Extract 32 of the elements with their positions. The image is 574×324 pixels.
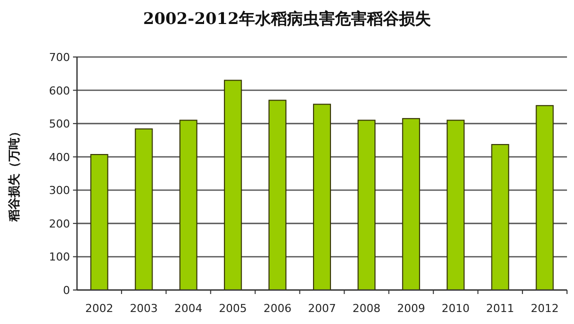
bar: [446, 120, 465, 290]
x-tick-label: 2007: [308, 302, 336, 315]
bar: [268, 100, 286, 290]
y-tick-label: 100: [49, 250, 70, 264]
bar: [313, 104, 331, 290]
bar: [179, 120, 198, 290]
bar: [358, 120, 376, 290]
y-tick-label: 0: [63, 284, 70, 297]
y-tick-label: 200: [49, 217, 70, 230]
y-tick-label: 300: [49, 184, 70, 198]
x-tick-label: 2005: [218, 302, 247, 315]
bar: [536, 105, 554, 290]
bar: [491, 144, 510, 290]
x-tick-label: 2012: [530, 302, 559, 315]
bar: [134, 128, 153, 290]
y-tick-label: 600: [49, 84, 70, 98]
bar: [402, 118, 420, 290]
y-axis-title: 稻谷损失（万吨）: [7, 126, 21, 222]
chart-title: 2002-2012年水稻病虫害危害稻谷损失: [143, 9, 431, 28]
bar: [90, 154, 108, 290]
x-tick-label: 2008: [352, 302, 381, 315]
x-tick-label: 2002: [85, 302, 114, 315]
y-tick-label: 500: [49, 118, 70, 131]
x-tick-label: 2011: [486, 302, 514, 315]
x-tick-label: 2004: [174, 302, 202, 315]
y-tick-label: 700: [49, 51, 70, 64]
x-tick-label: 2009: [397, 302, 426, 315]
bar: [224, 80, 242, 290]
y-tick-label: 400: [49, 150, 70, 164]
x-tick-label: 2003: [130, 302, 158, 315]
x-tick-label: 2010: [442, 302, 470, 315]
x-tick-label: 2006: [263, 302, 292, 315]
